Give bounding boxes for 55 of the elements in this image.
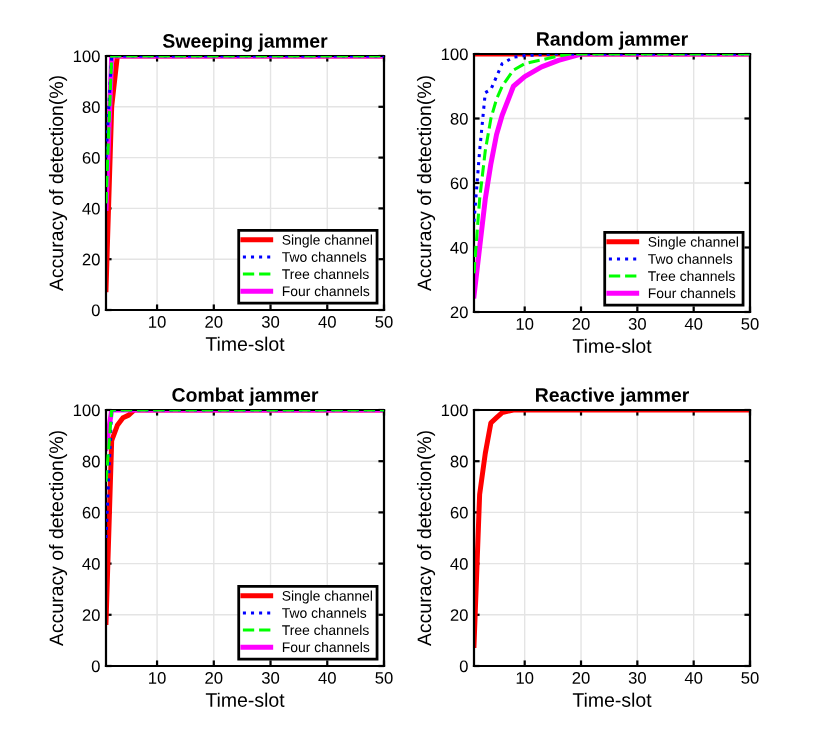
y-tick-label: 40 xyxy=(82,202,100,215)
x-tick-label: 10 xyxy=(149,672,166,684)
y-tick-label: 80 xyxy=(450,455,468,468)
x-tick-label: 50 xyxy=(741,318,759,330)
y-tick-label: 40 xyxy=(450,241,468,254)
x-tick-label: 20 xyxy=(572,318,590,330)
y-tick-label: 80 xyxy=(450,112,468,125)
x-tick-label: 20 xyxy=(205,316,223,328)
y-tick-label: 80 xyxy=(82,455,100,468)
x-tick-label: 40 xyxy=(684,318,703,330)
y-tick-label: 100 xyxy=(73,50,100,63)
y-tick-label: 40 xyxy=(450,558,468,570)
x-tick-label: 30 xyxy=(261,672,280,684)
x-tick-label: 50 xyxy=(375,672,393,684)
x-tick-label: 30 xyxy=(628,318,646,330)
x-axis-title: Time-slot xyxy=(205,692,285,707)
y-tick-label: 100 xyxy=(441,404,468,417)
x-axis-title: Time-slot xyxy=(205,336,285,351)
x-tick-label: 50 xyxy=(375,316,393,328)
y-tick-label: 0 xyxy=(91,660,100,673)
chart-title: Sweeping jammer xyxy=(162,33,328,52)
y-tick-label: 20 xyxy=(82,253,100,266)
y-tick-label: 20 xyxy=(450,306,468,319)
x-axis-title: Time-slot xyxy=(572,692,652,707)
x-tick-label: 40 xyxy=(684,672,703,684)
x-tick-label: 10 xyxy=(516,318,534,330)
x-tick-label: 50 xyxy=(741,672,759,684)
y-axis-title: Accuracy of detection(%) xyxy=(416,431,436,647)
y-tick-label: 100 xyxy=(73,404,100,417)
x-tick-label: 20 xyxy=(205,672,223,684)
chart-title: Random jammer xyxy=(537,31,688,50)
y-tick-label: 60 xyxy=(450,506,468,519)
x-tick-label: 10 xyxy=(149,316,166,328)
y-tick-label: 80 xyxy=(82,101,100,113)
x-tick-label: 10 xyxy=(516,672,534,684)
y-tick-label: 60 xyxy=(82,152,100,164)
y-tick-label: 20 xyxy=(450,609,468,621)
y-axis-title: Accuracy of detection(%) xyxy=(48,431,68,647)
chart-title: Reactive jammer xyxy=(536,387,689,406)
x-tick-label: 40 xyxy=(318,316,336,328)
y-axis-title: Accuracy of detection(%) xyxy=(48,76,68,292)
y-tick-label: 40 xyxy=(82,558,100,570)
x-tick-label: 40 xyxy=(318,672,336,684)
x-axis-title: Time-slot xyxy=(572,338,652,353)
y-tick-label: 0 xyxy=(459,660,468,673)
y-tick-label: 60 xyxy=(82,506,100,519)
x-tick-label: 30 xyxy=(628,672,646,684)
y-tick-label: 0 xyxy=(91,304,100,317)
y-tick-label: 20 xyxy=(82,609,100,621)
y-axis-title: Accuracy of detection(%) xyxy=(416,76,436,292)
y-tick-label: 100 xyxy=(441,48,468,61)
x-tick-label: 30 xyxy=(261,316,280,328)
y-tick-label: 60 xyxy=(450,177,468,190)
x-tick-label: 20 xyxy=(572,672,590,684)
chart-title: Combat jammer xyxy=(172,387,319,406)
